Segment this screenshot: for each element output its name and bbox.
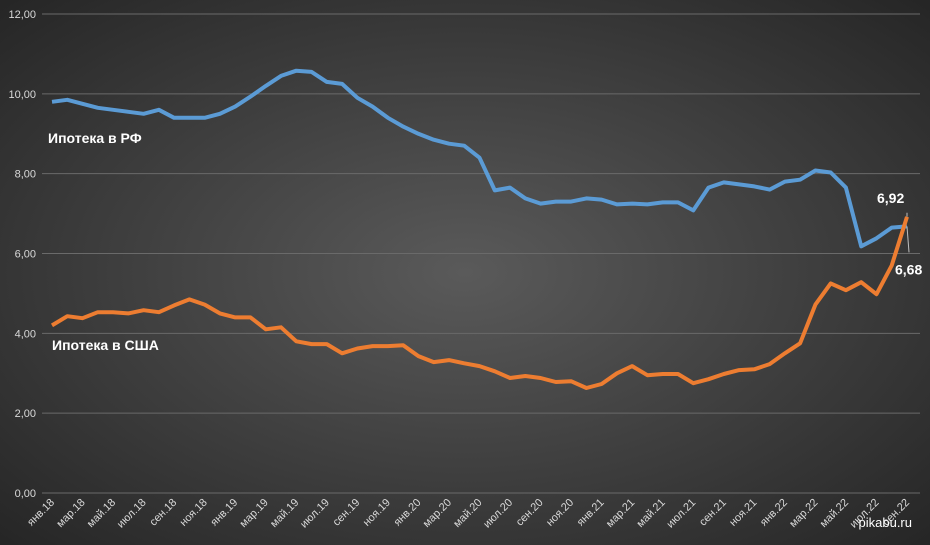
y-tick-label: 6,00	[15, 249, 36, 261]
value-label: 6,92	[877, 190, 904, 206]
watermark: pikabu.ru	[859, 515, 912, 530]
series-label: Ипотека в США	[52, 337, 159, 353]
y-tick-label: 8,00	[15, 169, 36, 181]
y-tick-label: 2,00	[15, 408, 36, 420]
value-label: 6,68	[895, 261, 922, 277]
line-series	[50, 216, 909, 390]
series-label: Ипотека в РФ	[48, 130, 142, 146]
y-tick-label: 4,00	[15, 328, 36, 340]
leader-line	[906, 226, 910, 253]
y-tick-label: 10,00	[8, 89, 36, 101]
y-tick-label: 12,00	[8, 9, 36, 21]
y-tick-label: 0,00	[15, 488, 36, 500]
line-series	[51, 68, 908, 249]
